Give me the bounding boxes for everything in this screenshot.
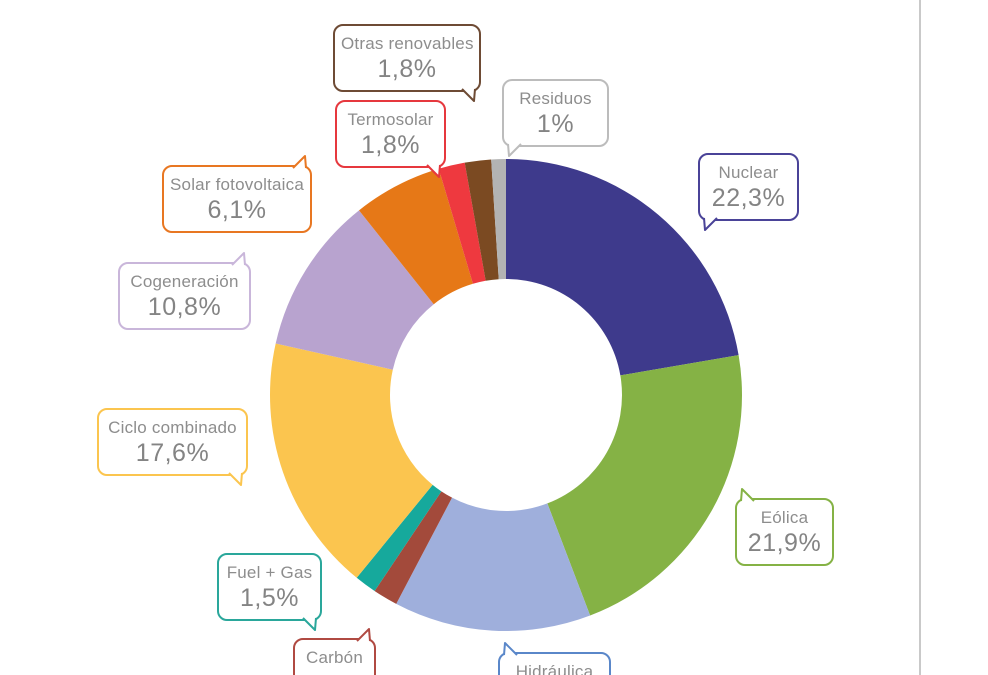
callout-nuclear: Nuclear 22,3%: [698, 153, 799, 231]
callout-tail: [426, 164, 441, 178]
callout-fuel-gas: Fuel + Gas 1,5%: [217, 553, 322, 631]
callout-percent: 22,3%: [711, 184, 786, 212]
callout-residuos: Residuos 1%: [502, 79, 609, 157]
pie-slice-otras-renovables: [464, 159, 499, 281]
callout-carbon: Carbón: [293, 628, 376, 675]
pie-slice-termosolar: [438, 162, 486, 284]
callout-tail: [302, 617, 317, 631]
callout-solar-fotovoltaica: Solar fotovoltaica 6,1%: [162, 155, 312, 233]
callout-label: Termosolar: [347, 110, 434, 129]
callout-tail: [461, 88, 476, 102]
callout-ciclo-combinado: Ciclo combinado 17,6%: [97, 408, 248, 486]
callout-label: Cogeneración: [130, 272, 239, 291]
callout-tail: [503, 642, 518, 656]
callout-tail: [228, 472, 243, 486]
pie-slice-solar-fotovoltaica: [359, 168, 473, 305]
pie-slice-ciclo-combinado: [270, 343, 433, 578]
callout-tail: [740, 488, 755, 502]
callout-label: Eólica: [760, 508, 809, 527]
callout-tail: [231, 252, 246, 266]
callout-percent: 1,8%: [377, 55, 437, 83]
callout-label: Otras renovables: [341, 34, 474, 53]
callout-tail: [703, 217, 718, 231]
callout-percent: 6,1%: [207, 196, 267, 224]
pie-slice-fuel-gas: [356, 484, 442, 592]
pie-slice-carbon: [374, 491, 453, 604]
callout-percent: 1%: [536, 110, 575, 138]
callout-label: Ciclo combinado: [108, 418, 237, 437]
pie-slice-eolica: [547, 355, 742, 616]
callout-hidraulica: Hidráulica: [498, 642, 611, 675]
callout-eolica: Eólica 21,9%: [735, 488, 834, 566]
pie-slice-cogeneracion: [275, 210, 434, 370]
callout-tail: [507, 143, 522, 157]
callout-otras-renovables: Otras renovables 1,8%: [333, 24, 481, 102]
callout-label: Fuel + Gas: [226, 563, 313, 582]
callout-cogeneracion: Cogeneración 10,8%: [118, 252, 251, 330]
callout-percent: 1,8%: [361, 131, 420, 159]
pie-slice-hidraulica: [396, 497, 591, 631]
callout-label: Nuclear: [718, 163, 779, 182]
callout-percent: 1,5%: [240, 584, 299, 612]
callout-percent: 10,8%: [147, 293, 222, 321]
page-edge-divider: [919, 0, 921, 675]
pie-slice-nuclear: [506, 159, 739, 376]
callout-label: Solar fotovoltaica: [170, 175, 305, 194]
callout-tail: [356, 628, 371, 642]
pie-slice-residuos: [491, 159, 506, 280]
callout-percent: 21,9%: [747, 529, 822, 557]
callout-label: Residuos: [519, 89, 592, 108]
callout-percent: 17,6%: [135, 439, 210, 467]
callout-tail: [292, 155, 307, 169]
callout-label: Hidráulica: [515, 662, 594, 675]
callout-termosolar: Termosolar 1,8%: [335, 100, 446, 178]
callout-label: Carbón: [306, 648, 363, 667]
